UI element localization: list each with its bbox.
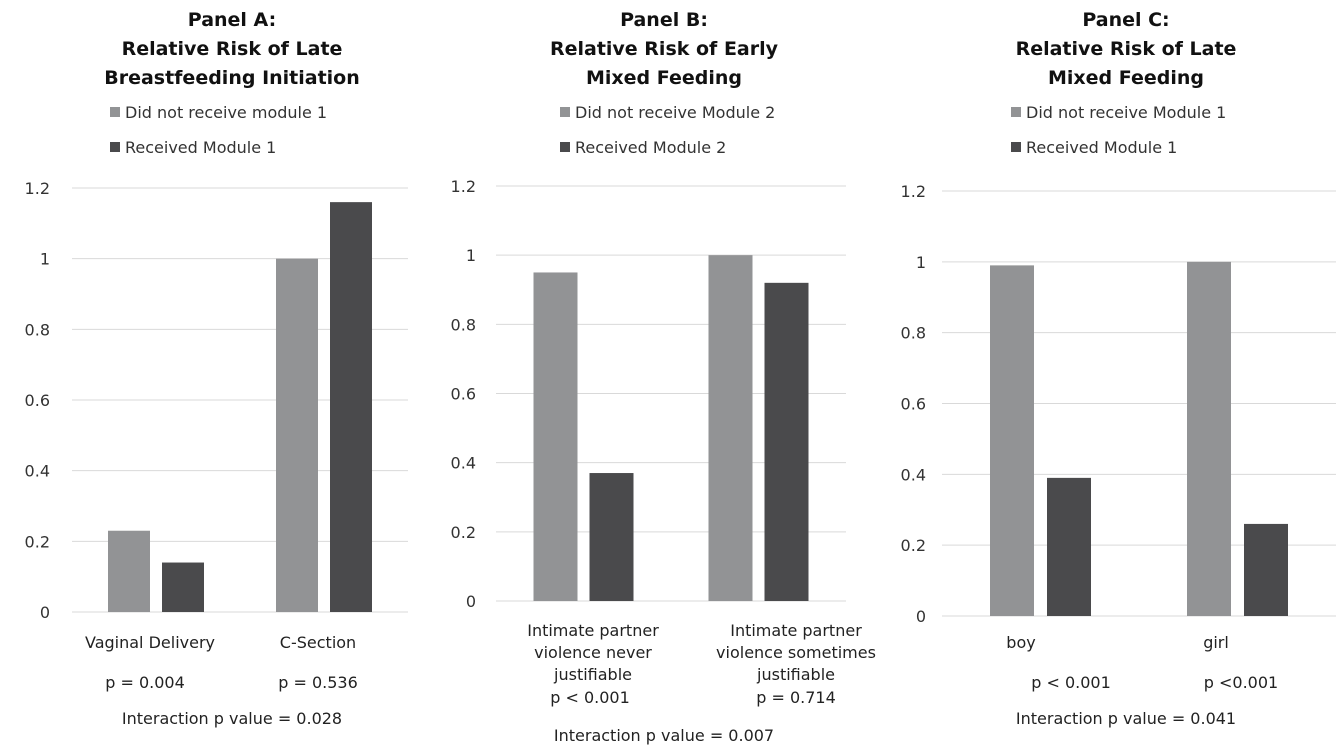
legend-label: Received Module 1 bbox=[1026, 138, 1177, 157]
x-category-label: Vaginal Delivery bbox=[85, 633, 215, 652]
interaction-p-value: Interaction p value = 0.028 bbox=[122, 709, 342, 728]
y-tick-label: 0.6 bbox=[25, 391, 50, 410]
x-category-label: justifiable bbox=[756, 665, 835, 684]
bar-not-received bbox=[108, 530, 150, 612]
y-tick-label: 1 bbox=[40, 250, 50, 269]
y-tick-label: 0.4 bbox=[901, 465, 926, 484]
y-tick-label: 0.2 bbox=[25, 532, 50, 551]
bar-not-received bbox=[533, 272, 578, 601]
p-value-label: p = 0.004 bbox=[105, 673, 185, 692]
bar-not-received bbox=[1187, 261, 1231, 616]
y-tick-label: 0.8 bbox=[451, 315, 476, 334]
bar-received bbox=[589, 473, 634, 601]
panel-title-line: Breastfeeding Initiation bbox=[104, 67, 360, 89]
legend-swatch bbox=[1011, 142, 1021, 152]
bar-received bbox=[330, 202, 372, 612]
panel-c: Panel C: Relative Risk of Late Mixed Feedi… bbox=[901, 9, 1336, 728]
bar-not-received bbox=[276, 258, 318, 612]
x-category-label: girl bbox=[1203, 633, 1229, 652]
panel-title-line: Panel A: bbox=[188, 9, 276, 31]
bar-received bbox=[1047, 477, 1091, 616]
y-tick-label: 0.4 bbox=[25, 462, 50, 481]
x-category-label: violence sometimes bbox=[716, 643, 876, 662]
interaction-p-value: Interaction p value = 0.041 bbox=[1016, 709, 1236, 728]
legend-label: Did not receive module 1 bbox=[125, 103, 327, 122]
x-category-label: justifiable bbox=[553, 665, 632, 684]
interaction-p-value: Interaction p value = 0.007 bbox=[554, 726, 774, 745]
y-tick-label: 0 bbox=[916, 607, 926, 626]
legend-label: Did not receive Module 2 bbox=[575, 103, 775, 122]
legend-swatch bbox=[110, 107, 120, 117]
bar-received bbox=[1244, 523, 1288, 616]
y-tick-label: 1 bbox=[466, 246, 476, 265]
bar-received bbox=[764, 282, 809, 601]
panel-title-line: Mixed Feeding bbox=[1048, 67, 1204, 89]
panel-title-line: Panel B: bbox=[620, 9, 708, 31]
x-category-label: Intimate partner bbox=[730, 621, 862, 640]
y-tick-label: 0.8 bbox=[25, 320, 50, 339]
p-value-label: p = 0.714 bbox=[756, 688, 836, 707]
bar-received bbox=[162, 562, 204, 612]
y-tick-label: 1.2 bbox=[25, 179, 50, 198]
y-tick-label: 0.4 bbox=[451, 454, 476, 473]
legend-swatch bbox=[560, 107, 570, 117]
p-value-label: p = 0.536 bbox=[278, 673, 358, 692]
panel-title-line: Panel C: bbox=[1082, 9, 1169, 31]
p-value-label: p < 0.001 bbox=[1031, 673, 1111, 692]
legend-swatch bbox=[560, 142, 570, 152]
panel-a: Panel A: Relative Risk of Late Breastfeedi… bbox=[25, 9, 408, 728]
p-value-label: p <0.001 bbox=[1204, 673, 1278, 692]
panel-title-line: Relative Risk of Early bbox=[550, 38, 779, 60]
panel-b: Panel B: Relative Risk of Early Mixed Feed… bbox=[451, 9, 876, 745]
y-tick-label: 0 bbox=[40, 603, 50, 622]
y-tick-label: 0.8 bbox=[901, 324, 926, 343]
legend-label: Received Module 2 bbox=[575, 138, 726, 157]
x-category-label: violence never bbox=[534, 643, 652, 662]
panel-title-line: Mixed Feeding bbox=[586, 67, 742, 89]
bar-not-received bbox=[708, 255, 753, 601]
p-value-label: p < 0.001 bbox=[550, 688, 630, 707]
x-category-label: C-Section bbox=[280, 633, 356, 652]
legend-swatch bbox=[110, 142, 120, 152]
y-tick-label: 0.6 bbox=[901, 395, 926, 414]
y-tick-label: 0.2 bbox=[451, 523, 476, 542]
y-tick-label: 1.2 bbox=[901, 182, 926, 201]
legend-label: Received Module 1 bbox=[125, 138, 276, 157]
legend-label: Did not receive Module 1 bbox=[1026, 103, 1226, 122]
y-tick-label: 0 bbox=[466, 592, 476, 611]
legend-swatch bbox=[1011, 107, 1021, 117]
x-category-label: boy bbox=[1006, 633, 1035, 652]
panel-title-line: Relative Risk of Late bbox=[122, 38, 343, 60]
panel-title-line: Relative Risk of Late bbox=[1016, 38, 1237, 60]
y-tick-label: 1.2 bbox=[451, 177, 476, 196]
y-tick-label: 0.6 bbox=[451, 385, 476, 404]
y-tick-label: 0.2 bbox=[901, 536, 926, 555]
bar-not-received bbox=[990, 265, 1034, 616]
x-category-label: Intimate partner bbox=[527, 621, 659, 640]
y-tick-label: 1 bbox=[916, 253, 926, 272]
